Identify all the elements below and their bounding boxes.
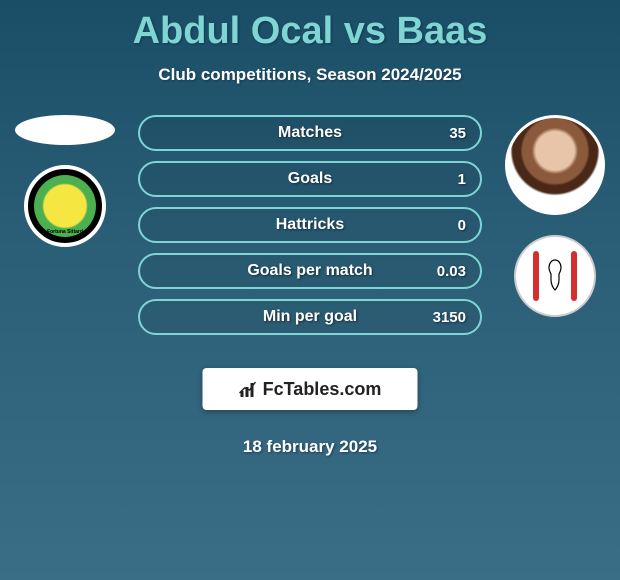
- stats-list: Matches 35 Goals 1 Hattricks 0 Goals per…: [138, 115, 482, 335]
- stat-row-matches: Matches 35: [138, 115, 482, 151]
- stat-row-hattricks: Hattricks 0: [138, 207, 482, 243]
- page-title: Abdul Ocal vs Baas: [0, 0, 620, 53]
- stat-right-value: 1: [458, 171, 466, 188]
- stat-right-value: 0.03: [437, 263, 466, 280]
- stat-row-goals: Goals 1: [138, 161, 482, 197]
- bar-chart-icon: [239, 379, 259, 399]
- club-left-name: Fortuna Sittard: [47, 229, 83, 235]
- stat-row-goals-per-match: Goals per match 0.03: [138, 253, 482, 289]
- player-right-column: [500, 115, 610, 317]
- stat-right-value: 0: [458, 217, 466, 234]
- subtitle: Club competitions, Season 2024/2025: [0, 65, 620, 85]
- stat-row-min-per-goal: Min per goal 3150: [138, 299, 482, 335]
- player-right-photo: [505, 115, 605, 215]
- fctables-logo-text: FcTables.com: [263, 379, 382, 400]
- player-left-column: Fortuna Sittard: [10, 115, 120, 247]
- content-area: Fortuna Sittard Matches 35 Goals 1: [0, 115, 620, 435]
- player-left-photo-placeholder: [15, 115, 115, 145]
- stat-label: Min per goal: [263, 308, 357, 326]
- stat-right-value: 3150: [433, 309, 466, 326]
- fctables-logo-box: FcTables.com: [203, 368, 418, 410]
- stat-label: Hattricks: [276, 216, 344, 234]
- stat-label: Goals: [288, 170, 332, 188]
- stat-label: Matches: [278, 124, 342, 142]
- date-text: 18 february 2025: [243, 437, 377, 457]
- stat-right-value: 35: [449, 125, 466, 142]
- fortuna-sittard-badge-icon: Fortuna Sittard: [34, 175, 96, 237]
- stat-label: Goals per match: [247, 262, 372, 280]
- ajax-badge-icon: [525, 246, 585, 306]
- club-badge-left: Fortuna Sittard: [24, 165, 106, 247]
- club-badge-right: [514, 235, 596, 317]
